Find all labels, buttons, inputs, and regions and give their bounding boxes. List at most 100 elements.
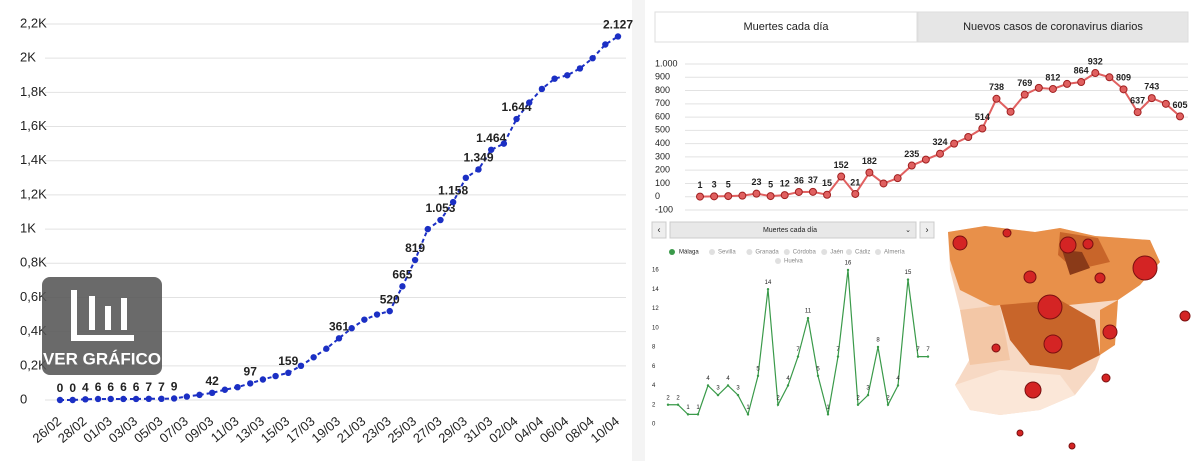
legend-swatch-inactive xyxy=(783,249,790,255)
data-label: 3 xyxy=(866,386,870,392)
data-label: 5 xyxy=(726,179,731,189)
tab-label[interactable]: Muertes cada día xyxy=(744,21,830,33)
y-tick-label: 0,2K xyxy=(20,357,47,372)
y-tick-label: 16 xyxy=(652,268,659,274)
data-label: 7 xyxy=(916,347,920,353)
data-label: 182 xyxy=(862,156,877,166)
data-label: 235 xyxy=(904,149,919,159)
y-tick-label: 0 xyxy=(652,422,656,428)
point xyxy=(462,174,470,182)
dropdown-label[interactable]: Muertes cada día xyxy=(763,227,817,234)
data-label: 3 xyxy=(736,386,740,392)
y-tick-label: 900 xyxy=(655,72,670,82)
dropdown[interactable] xyxy=(669,221,917,239)
y-tick-label: 500 xyxy=(655,125,670,135)
data-label: 6 xyxy=(107,380,114,394)
point xyxy=(865,168,874,177)
prev-button[interactable] xyxy=(651,221,667,239)
data-label: 1 xyxy=(826,405,830,411)
point xyxy=(808,187,817,196)
prev-arrow[interactable]: ‹ xyxy=(658,224,661,234)
overlay-label[interactable]: VER GRÁFICO xyxy=(43,349,161,368)
data-label: 0 xyxy=(57,381,64,395)
point xyxy=(806,316,810,320)
point xyxy=(1077,78,1086,87)
tab-label[interactable]: Nuevos casos de coronavirus diarios xyxy=(963,21,1143,33)
y-tick-label: 0 xyxy=(20,391,27,406)
y-tick-label: 1.000 xyxy=(655,58,678,68)
data-label: 4 xyxy=(726,376,730,382)
tab-active[interactable] xyxy=(654,11,918,43)
point xyxy=(513,115,520,123)
point xyxy=(361,316,368,323)
point xyxy=(886,403,890,406)
data-label: 5 xyxy=(756,366,760,372)
point xyxy=(449,198,457,206)
data-label: 6 xyxy=(120,380,127,394)
point xyxy=(487,146,495,153)
point xyxy=(285,369,292,377)
point xyxy=(183,393,191,400)
point xyxy=(526,99,533,106)
y-tick-label: -100 xyxy=(655,204,673,214)
point xyxy=(823,190,832,199)
data-label: 36 xyxy=(794,175,804,185)
y-tick-label: 400 xyxy=(655,138,670,148)
point xyxy=(738,191,747,200)
next-arrow[interactable]: › xyxy=(926,224,929,234)
next-button[interactable] xyxy=(919,221,935,239)
point xyxy=(936,149,944,158)
point xyxy=(706,384,710,387)
y-tick-label: 14 xyxy=(652,287,659,293)
dropdown-arrow[interactable]: ⌄ xyxy=(905,227,911,234)
point xyxy=(676,403,680,406)
y-tick-label: 300 xyxy=(655,151,670,161)
point xyxy=(856,403,860,406)
point xyxy=(1020,90,1029,99)
point xyxy=(1147,94,1156,103)
point xyxy=(866,393,870,397)
data-label: 9 xyxy=(171,380,178,394)
point xyxy=(1048,84,1057,93)
y-tick-label: 2,2K xyxy=(20,15,47,30)
data-label: 2 xyxy=(666,395,670,401)
point xyxy=(1105,73,1114,82)
data-label: 665 xyxy=(392,268,412,282)
point xyxy=(780,191,789,200)
point xyxy=(752,189,761,198)
point xyxy=(907,161,916,170)
data-label: 2 xyxy=(676,395,680,401)
point xyxy=(906,278,910,281)
data-label: 361 xyxy=(329,319,349,333)
y-tick-label: 12 xyxy=(652,306,659,312)
point xyxy=(323,345,330,352)
data-label: 4 xyxy=(82,380,89,394)
data-label: 4 xyxy=(896,376,900,382)
point xyxy=(272,372,279,380)
point xyxy=(589,54,596,62)
y-tick-label: 1,2K xyxy=(20,186,47,201)
legend-swatch-inactive xyxy=(846,249,852,255)
point xyxy=(564,72,571,79)
y-tick-label: 1,4K xyxy=(20,152,47,167)
data-label: 4 xyxy=(786,376,790,382)
legend-label-inactive: Cádiz xyxy=(855,250,870,256)
y-tick-label: 4 xyxy=(652,383,656,389)
data-label: 1 xyxy=(697,180,702,190)
tab[interactable] xyxy=(917,11,1189,43)
point xyxy=(766,288,770,291)
data-label: 152 xyxy=(834,160,849,170)
line xyxy=(60,35,619,401)
point xyxy=(786,384,790,387)
y-tick-label: 8 xyxy=(652,345,656,351)
data-label: 5 xyxy=(816,366,820,372)
data-label: 514 xyxy=(975,112,990,122)
point xyxy=(576,65,584,72)
ver-grafico-overlay[interactable]: VER GRÁFICO xyxy=(42,277,162,375)
point xyxy=(297,362,305,370)
point xyxy=(94,395,102,403)
data-label: 2 xyxy=(856,395,860,401)
data-label: 37 xyxy=(808,175,818,185)
point xyxy=(475,166,482,173)
data-label: 1.053 xyxy=(425,201,455,215)
